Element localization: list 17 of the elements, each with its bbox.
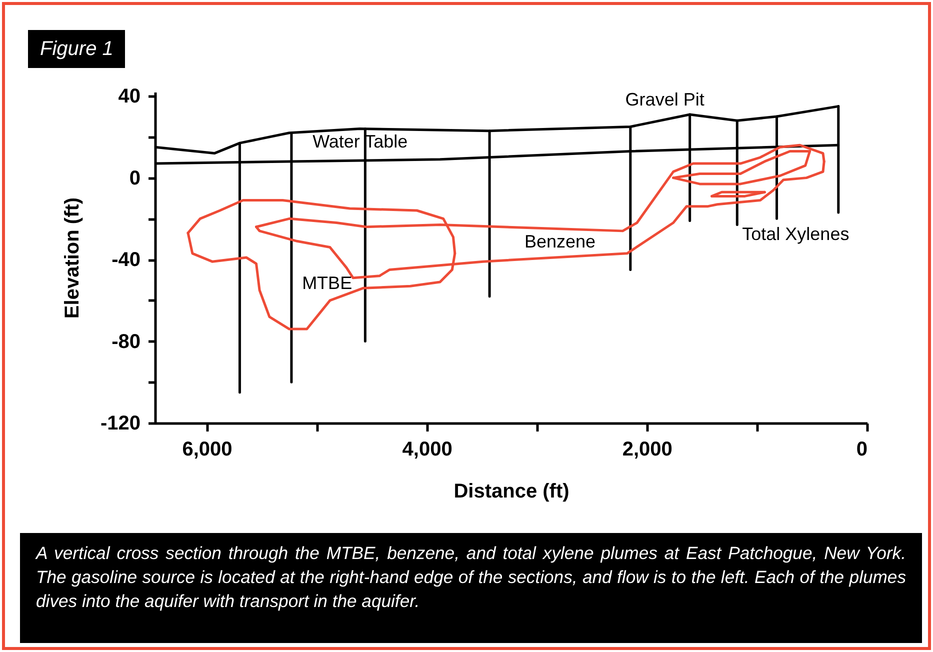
annotation: Total Xylenes <box>742 224 850 244</box>
y-tick-label: -120 <box>100 412 140 434</box>
x-tick-label: 0 <box>856 438 868 460</box>
y-axis-title: Elevation (ft) <box>61 197 84 319</box>
annotation: Benzene <box>524 232 596 252</box>
annotation: Gravel Pit <box>625 89 704 110</box>
chart-title: Figure 1 <box>28 30 126 68</box>
annotation: MTBE <box>302 272 352 293</box>
y-tick-label: -40 <box>112 249 140 272</box>
x-tick-label: 2,000 <box>622 438 672 460</box>
x-tick-label: 6,000 <box>182 438 232 460</box>
y-tick-label: -80 <box>112 330 140 353</box>
x-tick-label: 4,000 <box>402 438 452 460</box>
y-tick-label: 40 <box>118 86 140 108</box>
x-axis-title: Distance (ft) <box>454 480 570 502</box>
y-tick-label: 0 <box>129 167 140 190</box>
text: A vertical cross section through the MTBE, benzene, and total xylene plumes at East Patchogue, New York. The gasoline source is located at the right-hand edge of the sections, and flow is to the left. Each of the plumes dives into the aquifer with transport in the aquifer. <box>20 533 922 643</box>
